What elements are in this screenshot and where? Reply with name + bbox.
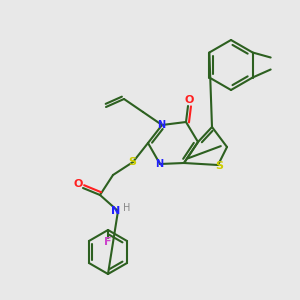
Text: S: S <box>215 161 223 171</box>
Text: H: H <box>123 203 131 213</box>
Text: N: N <box>155 159 163 169</box>
Text: F: F <box>104 237 112 247</box>
Text: O: O <box>73 179 83 189</box>
Text: N: N <box>157 120 165 130</box>
Text: O: O <box>184 95 194 105</box>
Text: N: N <box>111 206 121 216</box>
Text: S: S <box>128 157 136 167</box>
